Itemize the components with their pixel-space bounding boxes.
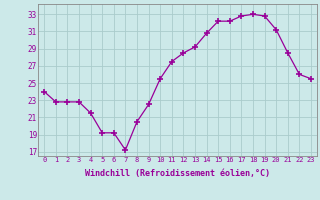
X-axis label: Windchill (Refroidissement éolien,°C): Windchill (Refroidissement éolien,°C) bbox=[85, 169, 270, 178]
